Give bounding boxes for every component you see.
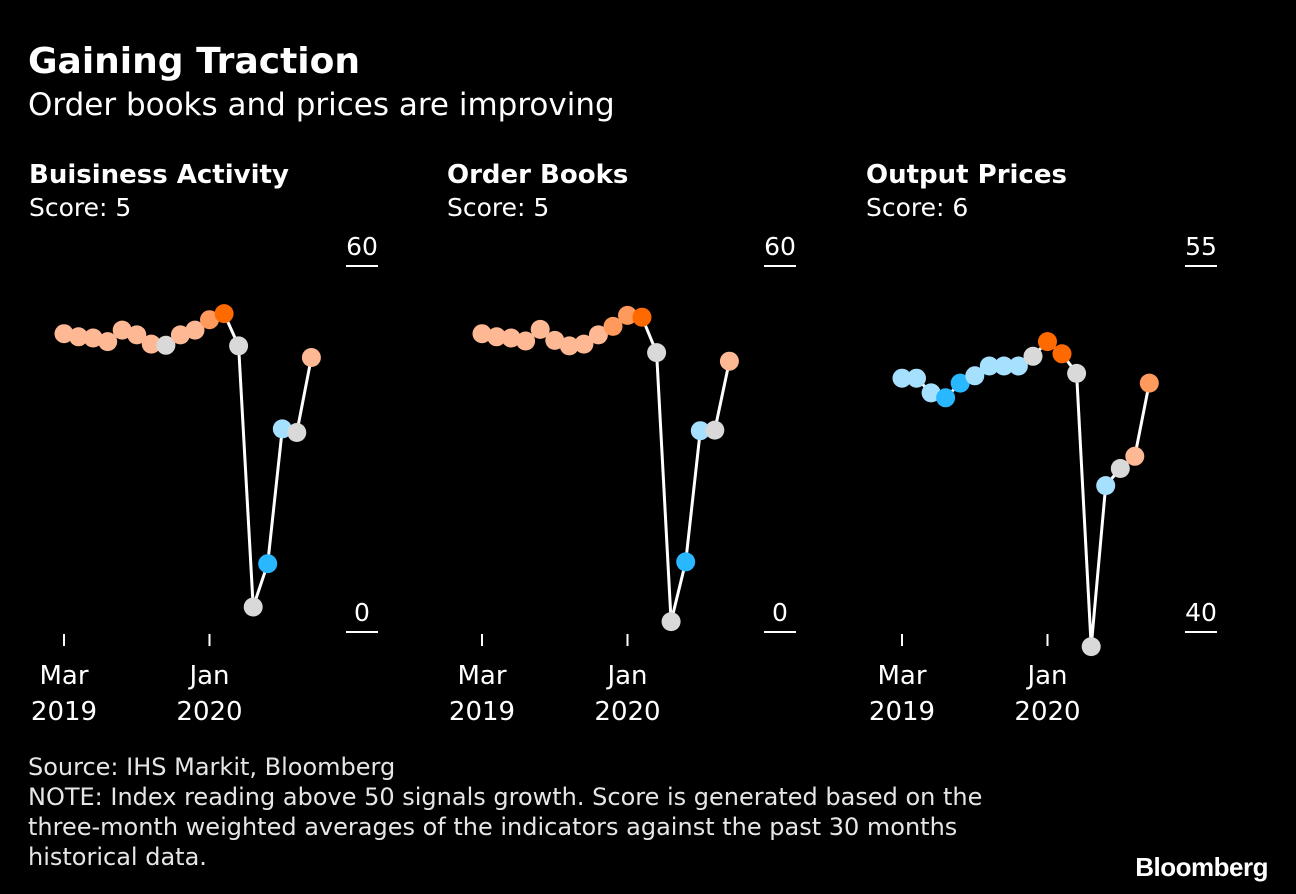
data-point — [676, 552, 696, 572]
data-point — [1139, 373, 1159, 393]
data-point — [141, 334, 161, 354]
x-tick-label: 2019 — [449, 697, 515, 727]
data-point — [98, 332, 118, 352]
data-point — [487, 327, 507, 347]
chart-panel-2: 40 55 Mar 2019 Jan 2020 — [869, 232, 1217, 727]
data-point — [994, 356, 1014, 376]
data-point — [243, 597, 263, 617]
chart-title: Gaining Traction — [28, 41, 360, 82]
data-point — [472, 324, 492, 344]
data-point — [705, 420, 725, 440]
data-point — [185, 320, 205, 340]
data-point — [979, 356, 999, 376]
data-point — [170, 325, 190, 345]
data-point — [516, 331, 536, 351]
chart-panel-0: 0 60 Mar 2019 Jan 2020 — [31, 232, 378, 727]
note-line-3: historical data. — [28, 843, 207, 871]
panel-title-output-prices: Output Prices — [866, 160, 1067, 190]
x-tick-label: 2020 — [176, 697, 242, 727]
data-point — [83, 328, 103, 348]
data-point — [588, 325, 608, 345]
data-point — [69, 327, 88, 347]
chart-panel-1: 0 60 Mar 2019 Jan 2020 — [449, 232, 796, 727]
data-point — [892, 368, 912, 388]
data-point — [1008, 356, 1028, 376]
data-point — [54, 324, 74, 344]
x-tick-label: Mar — [877, 661, 926, 691]
series-line — [902, 340, 1151, 649]
panel-score-order-books: Score: 5 — [447, 193, 550, 222]
data-point — [661, 612, 681, 632]
x-tick-label: 2020 — [594, 697, 660, 727]
data-point — [603, 316, 623, 336]
data-point — [200, 310, 219, 330]
y-tick-label: 40 — [1185, 598, 1217, 627]
x-tick-label: Jan — [1025, 661, 1067, 691]
data-point — [574, 334, 594, 354]
bloomberg-logo: Bloomberg — [1135, 852, 1268, 882]
panel-title-business-activity: Buisiness Activity — [29, 160, 289, 190]
data-point — [501, 328, 521, 348]
data-point — [1110, 459, 1130, 478]
note-line-1: NOTE: Index reading above 50 signals gro… — [28, 783, 983, 811]
data-point — [719, 351, 739, 371]
data-point — [229, 336, 249, 356]
x-tick-label: Mar — [39, 661, 88, 691]
panel-score-output-prices: Score: 6 — [866, 193, 969, 222]
data-point — [936, 388, 956, 408]
panel-score-business-activity: Score: 5 — [29, 193, 132, 222]
series-line — [481, 313, 731, 624]
data-point — [1125, 446, 1145, 466]
data-point — [287, 423, 307, 442]
data-point — [907, 368, 926, 388]
data-point — [258, 554, 278, 574]
data-point — [1096, 476, 1116, 496]
footer: Source: IHS Markit, Bloomberg NOTE: Inde… — [28, 752, 1028, 872]
data-point — [545, 330, 565, 350]
x-tick-label: 2019 — [31, 697, 97, 727]
data-point — [127, 325, 147, 345]
data-point — [1052, 344, 1072, 364]
data-point — [156, 335, 176, 355]
data-point — [272, 419, 292, 439]
data-point — [1023, 346, 1043, 366]
chart-subtitle: Order books and prices are improving — [28, 87, 615, 123]
x-tick-label: Jan — [605, 661, 647, 691]
data-point — [1081, 637, 1101, 657]
data-point — [214, 304, 234, 324]
y-tick-label: 55 — [1185, 232, 1217, 261]
y-tick-label: 0 — [354, 598, 370, 627]
data-point — [112, 320, 132, 340]
x-tick-label: 2020 — [1014, 697, 1080, 727]
data-point — [1067, 363, 1087, 383]
data-point — [301, 348, 321, 367]
y-tick-label: 60 — [764, 232, 796, 261]
data-point — [965, 366, 985, 386]
data-point — [618, 305, 637, 325]
data-point — [530, 319, 550, 339]
data-point — [1038, 332, 1057, 352]
data-point — [632, 307, 652, 327]
y-tick-label: 60 — [346, 232, 378, 261]
data-point — [950, 373, 970, 393]
data-point — [690, 421, 710, 441]
data-point — [559, 336, 579, 356]
x-tick-label: Mar — [457, 661, 506, 691]
y-tick-label: 0 — [772, 598, 788, 627]
data-point — [921, 383, 941, 403]
x-tick-label: Jan — [187, 661, 229, 691]
source-note: Source: IHS Markit, Bloomberg — [28, 753, 396, 781]
x-tick-label: 2019 — [869, 697, 935, 727]
note-line-2: three-month weighted averages of the ind… — [28, 813, 958, 841]
data-point — [647, 343, 667, 363]
panel-title-order-books: Order Books — [447, 160, 629, 190]
